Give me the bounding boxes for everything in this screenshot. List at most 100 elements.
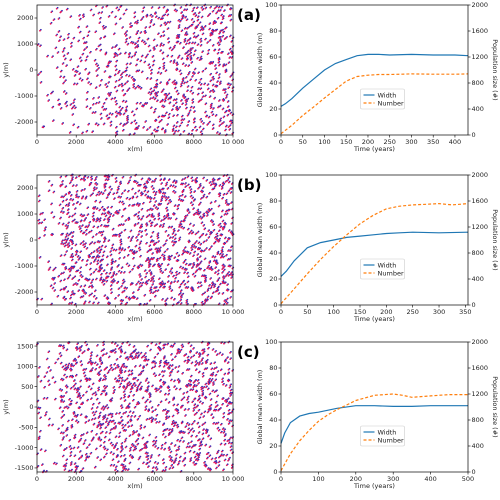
scatter-point-front <box>206 215 208 217</box>
scatter-point-front <box>188 223 191 226</box>
scatter-point-front <box>168 259 171 262</box>
scatter-point-front <box>83 302 85 305</box>
panel-row-3: 0 2000 4000 6000 8000 10 000-1500-1000-500050… <box>2 338 499 490</box>
y-right-tick-label: 0 <box>472 131 476 139</box>
scatter-point-front <box>149 292 152 294</box>
scatter-point-front <box>213 65 216 67</box>
scatter-point-front <box>216 81 218 84</box>
scatter-point-front <box>135 102 138 105</box>
scatter-point-front <box>121 27 124 29</box>
scatter-point-front <box>189 56 192 58</box>
scatter-point-front <box>95 194 98 197</box>
scatter-point-front <box>118 106 121 109</box>
scatter-point-front <box>117 210 120 212</box>
scatter-point-front <box>125 67 128 70</box>
scatter-point-front <box>196 24 199 27</box>
scatter-point-front <box>178 42 181 45</box>
scatter-point-front <box>186 276 189 279</box>
y-tick-label: 1000 <box>17 210 34 218</box>
scatter-point-front <box>87 123 90 126</box>
scatter-point-front <box>88 294 91 297</box>
scatter-point-front <box>167 79 170 82</box>
scatter-point-front <box>181 189 184 192</box>
scatter-point-front <box>197 371 200 374</box>
scatter-point-front <box>168 468 171 470</box>
scatter-point-front <box>224 129 226 132</box>
scatter-point-front <box>218 195 221 198</box>
scatter-point-front <box>88 286 90 289</box>
scatter-point-front <box>83 179 86 182</box>
scatter-point-front <box>191 47 193 50</box>
scatter-point-front <box>211 128 214 130</box>
scatter-point-front <box>191 197 194 200</box>
legend-entry-number: Number <box>378 99 404 107</box>
scatter-point-front <box>116 281 119 284</box>
scatter-point-front <box>124 123 127 126</box>
scatter-point-front <box>208 96 211 99</box>
scatter-point-front <box>154 248 157 251</box>
scatter-point-front <box>165 240 167 243</box>
scatter-point-front <box>132 84 135 86</box>
scatter-point-front <box>95 234 97 236</box>
scatter-point-front <box>143 61 146 64</box>
scatter-point-front <box>39 81 42 84</box>
scatter-point-front <box>131 268 133 271</box>
scatter-point-front <box>114 80 117 83</box>
scatter-point-front <box>229 14 232 17</box>
scatter-point-front <box>146 251 149 254</box>
scatter-point-front <box>102 109 105 111</box>
scatter-point-front <box>217 100 220 102</box>
scatter-point-front <box>117 85 120 87</box>
scatter-point-front <box>167 226 170 229</box>
scatter-point-front <box>156 290 159 293</box>
scatter-point-front <box>78 73 81 76</box>
scatter-point-front <box>113 56 115 59</box>
scatter-point-front <box>78 203 81 206</box>
scatter-point-front <box>121 176 124 179</box>
scatter-point-front <box>152 24 155 27</box>
scatter-point-front <box>158 283 161 285</box>
scatter-point-front <box>198 82 200 85</box>
scatter-point-front <box>221 381 223 384</box>
scatter-point-front <box>78 15 80 17</box>
scatter-point-front <box>210 246 212 249</box>
scatter-point-front <box>67 222 69 225</box>
scatter-point-front <box>165 210 168 212</box>
scatter-point-front <box>185 107 187 110</box>
scatter-point-front <box>94 87 97 90</box>
scatter-point-front <box>71 256 74 259</box>
scatter-point-front <box>95 63 97 66</box>
scatter-point-front <box>75 190 78 193</box>
scatter-point-front <box>113 74 116 77</box>
x-tick-label: 0 <box>279 308 283 316</box>
scatter-point-front <box>94 269 97 272</box>
scatter-point-front <box>117 288 120 291</box>
scatter-point-front <box>224 97 227 99</box>
scatter-point-front <box>135 236 137 239</box>
scatter-point-front <box>72 293 75 296</box>
scatter-point-front <box>181 183 184 186</box>
scatter-point-front <box>206 88 209 91</box>
scatter-point-front <box>59 217 61 220</box>
scatter-point-front <box>125 31 128 33</box>
scatter-point-front <box>68 275 71 278</box>
scatter-point-front <box>113 422 116 425</box>
scatter-point-front <box>212 260 215 263</box>
scatter-point-front <box>79 251 82 254</box>
scatter-point-front <box>164 97 167 100</box>
y-right-tick-label: 0 <box>472 301 476 309</box>
scatter-point-front <box>219 226 222 229</box>
scatter-point-front <box>166 188 169 190</box>
scatter-point-front <box>127 182 129 185</box>
scatter-point-front <box>82 244 85 246</box>
scatter-point-front <box>121 72 124 75</box>
scatter-point-front <box>101 7 104 9</box>
scatter-point-front <box>130 122 133 125</box>
scatter-point-front <box>152 205 155 207</box>
scatter-point-front <box>219 40 222 43</box>
scatter-point-front <box>106 218 109 221</box>
scatter-point-front <box>81 468 84 470</box>
scatter-point-front <box>166 124 169 126</box>
scatter-point-front <box>166 249 168 251</box>
